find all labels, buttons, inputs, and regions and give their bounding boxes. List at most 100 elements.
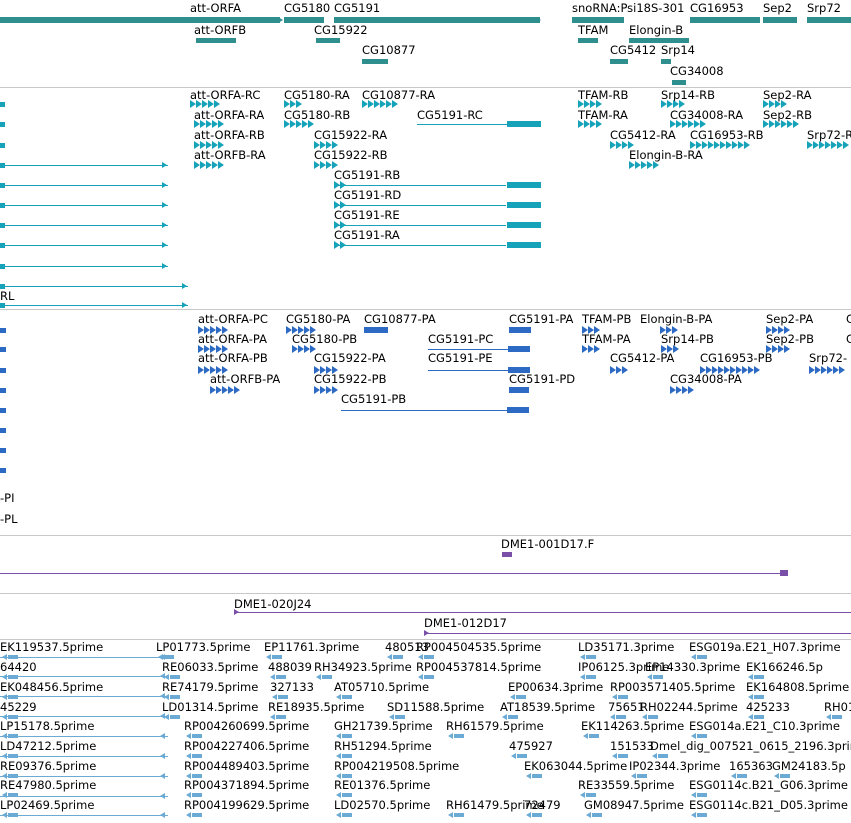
est-intron[interactable] (0, 796, 168, 797)
est-exon[interactable] (170, 695, 180, 699)
protein-intron[interactable] (428, 370, 508, 371)
est-exon[interactable] (272, 655, 282, 659)
gene-glyph[interactable] (690, 17, 760, 23)
est-exon[interactable] (697, 734, 707, 738)
est-exon[interactable] (653, 675, 663, 679)
transcript-intron[interactable] (334, 185, 506, 186)
gene-glyph[interactable] (763, 17, 797, 23)
est-exon[interactable] (532, 813, 542, 817)
est-exon[interactable] (454, 813, 464, 817)
transcript-exon[interactable] (507, 202, 541, 208)
est-intron[interactable] (0, 676, 168, 677)
est-exon[interactable] (832, 715, 842, 719)
est-intron[interactable] (0, 716, 168, 717)
est-exon[interactable] (648, 715, 658, 719)
transcript-exon[interactable] (507, 121, 541, 127)
transcript-intron[interactable] (417, 124, 507, 125)
est-exon[interactable] (516, 695, 526, 699)
est-intron[interactable] (0, 815, 168, 816)
est-exon[interactable] (454, 734, 464, 738)
transcript-exon[interactable] (507, 182, 541, 188)
clone-span[interactable] (234, 612, 851, 613)
transcript-intron[interactable] (0, 305, 188, 306)
protein-exon[interactable] (0, 448, 6, 453)
est-exon[interactable] (276, 715, 286, 719)
clone-span[interactable] (0, 573, 786, 574)
protein-exon[interactable] (0, 368, 6, 373)
est-intron[interactable] (0, 756, 168, 757)
est-exon[interactable] (737, 774, 747, 778)
est-exon[interactable] (780, 774, 790, 778)
transcript-intron[interactable] (0, 286, 188, 287)
gene-glyph[interactable] (610, 59, 628, 64)
gene-glyph[interactable] (284, 17, 324, 23)
est-exon[interactable] (278, 695, 288, 699)
est-exon[interactable] (618, 754, 628, 758)
est-exon[interactable] (192, 813, 202, 817)
gene-glyph[interactable] (807, 17, 851, 23)
est-exon[interactable] (276, 675, 286, 679)
est-exon[interactable] (342, 774, 352, 778)
transcript-intron[interactable] (0, 185, 168, 186)
protein-exon[interactable] (0, 468, 6, 473)
est-exon[interactable] (424, 655, 434, 659)
est-exon[interactable] (192, 754, 202, 758)
est-exon[interactable] (342, 734, 352, 738)
est-exon[interactable] (322, 675, 332, 679)
est-intron[interactable] (0, 657, 168, 658)
protein-exon[interactable] (0, 408, 6, 413)
est-exon[interactable] (697, 655, 707, 659)
est-exon[interactable] (592, 813, 602, 817)
gene-glyph[interactable] (334, 17, 540, 23)
est-exon[interactable] (618, 695, 628, 699)
est-exon[interactable] (170, 675, 180, 679)
est-exon[interactable] (697, 793, 707, 797)
transcript-exon[interactable] (0, 143, 5, 148)
est-exon[interactable] (8, 695, 18, 699)
est-exon[interactable] (616, 715, 626, 719)
est-exon[interactable] (8, 715, 18, 719)
protein-exon[interactable] (0, 388, 6, 393)
est-exon[interactable] (517, 754, 527, 758)
est-exon[interactable] (395, 715, 405, 719)
transcript-exon[interactable] (0, 122, 5, 127)
transcript-intron[interactable] (334, 245, 506, 246)
transcript-exon[interactable] (507, 242, 541, 248)
est-exon[interactable] (192, 774, 202, 778)
est-exon[interactable] (393, 655, 403, 659)
est-exon[interactable] (164, 655, 174, 659)
transcript-intron[interactable] (334, 205, 506, 206)
est-exon[interactable] (192, 734, 202, 738)
transcript-intron[interactable] (0, 266, 168, 267)
clone-end[interactable] (502, 552, 512, 557)
est-exon[interactable] (586, 675, 596, 679)
gene-glyph[interactable] (316, 38, 340, 43)
gene-glyph[interactable] (629, 38, 689, 43)
est-exon[interactable] (424, 675, 434, 679)
est-exon[interactable] (508, 715, 518, 719)
est-exon[interactable] (754, 675, 764, 679)
transcript-exon[interactable] (0, 102, 5, 107)
protein-exon[interactable] (0, 347, 6, 352)
protein-intron[interactable] (341, 410, 507, 411)
transcript-exon[interactable] (507, 222, 541, 228)
gene-glyph[interactable] (661, 59, 671, 64)
protein-exon[interactable] (0, 428, 6, 433)
est-exon[interactable] (8, 675, 18, 679)
gene-glyph[interactable] (572, 17, 624, 23)
est-exon[interactable] (532, 774, 542, 778)
protein-exon[interactable] (509, 327, 531, 333)
est-exon[interactable] (586, 793, 596, 797)
est-exon[interactable] (697, 813, 707, 817)
est-intron[interactable] (0, 736, 168, 737)
gene-glyph[interactable] (672, 80, 686, 85)
clone-end[interactable] (780, 570, 788, 576)
est-exon[interactable] (342, 813, 352, 817)
est-intron[interactable] (0, 776, 168, 777)
gene-glyph[interactable] (578, 38, 598, 43)
protein-exon[interactable] (507, 407, 529, 413)
est-exon[interactable] (342, 695, 352, 699)
transcript-intron[interactable] (0, 165, 168, 166)
transcript-intron[interactable] (0, 245, 168, 246)
est-exon[interactable] (637, 774, 647, 778)
